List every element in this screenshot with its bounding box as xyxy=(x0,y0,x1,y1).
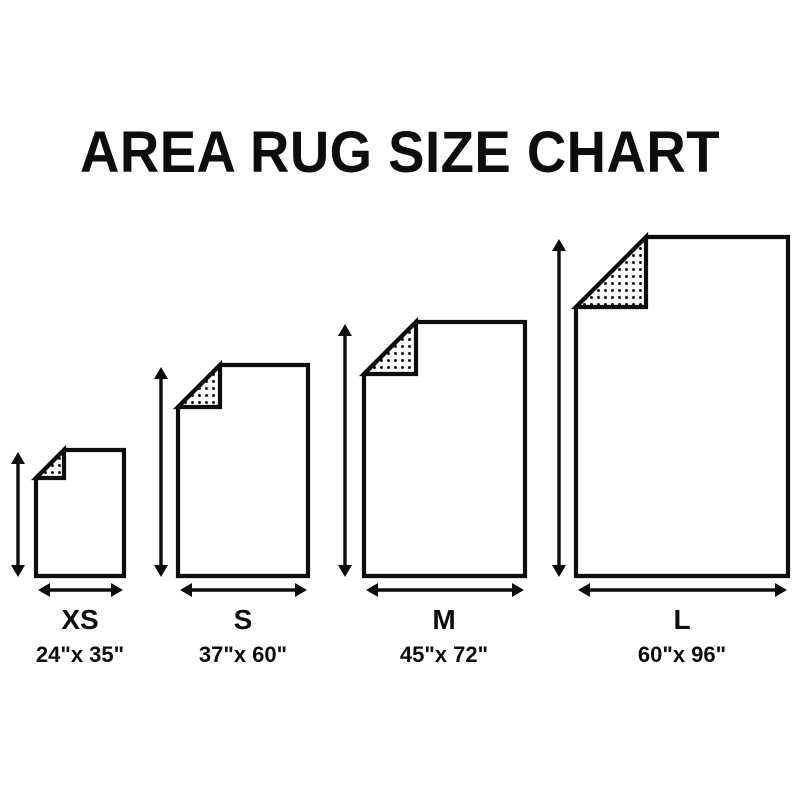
size-name-s: S xyxy=(234,604,253,635)
size-name-m: M xyxy=(432,604,455,635)
length-arrow-head-top-l xyxy=(552,239,566,251)
size-name-l: L xyxy=(673,604,690,635)
length-arrow-head-top-m xyxy=(338,324,352,336)
size-name-xs: XS xyxy=(61,604,98,635)
width-arrow-head-left-l xyxy=(578,583,590,597)
length-arrow-head-bottom-xs xyxy=(11,565,25,577)
rug-shapes-group: XS 24"x 35" S 37"x 60" M 45"x 72" L 60"x 96" xyxy=(11,231,791,667)
rug-fold-corner-s xyxy=(172,359,223,410)
rug-item-m: M 45"x 72" xyxy=(338,316,528,667)
length-arrow-head-bottom-m xyxy=(338,565,352,577)
rug-item-xs: XS 24"x 35" xyxy=(11,444,127,667)
page-title: AREA RUG SIZE CHART xyxy=(80,120,720,185)
size-dims-s: 37"x 60" xyxy=(199,642,287,667)
rug-item-s: S 37"x 60" xyxy=(154,359,311,667)
rug-fold-corner-xs xyxy=(30,444,67,481)
size-dims-xs: 24"x 35" xyxy=(36,642,124,667)
width-arrow-head-left-m xyxy=(366,583,378,597)
rug-fold-corner-m xyxy=(358,316,419,377)
length-arrow-head-bottom-s xyxy=(154,565,168,577)
width-arrow-head-right-m xyxy=(512,583,524,597)
width-arrow-head-right-xs xyxy=(111,583,123,597)
length-arrow-head-bottom-l xyxy=(552,565,566,577)
rug-item-l: L 60"x 96" xyxy=(552,231,791,667)
size-dims-l: 60"x 96" xyxy=(638,642,726,667)
width-arrow-head-left-s xyxy=(180,583,192,597)
size-dims-m: 45"x 72" xyxy=(400,642,488,667)
rug-fold-corner-l xyxy=(570,231,649,310)
length-arrow-head-top-xs xyxy=(11,452,25,464)
width-arrow-head-right-l xyxy=(775,583,787,597)
length-arrow-head-top-s xyxy=(154,367,168,379)
width-arrow-head-left-xs xyxy=(38,583,50,597)
width-arrow-head-right-s xyxy=(295,583,307,597)
